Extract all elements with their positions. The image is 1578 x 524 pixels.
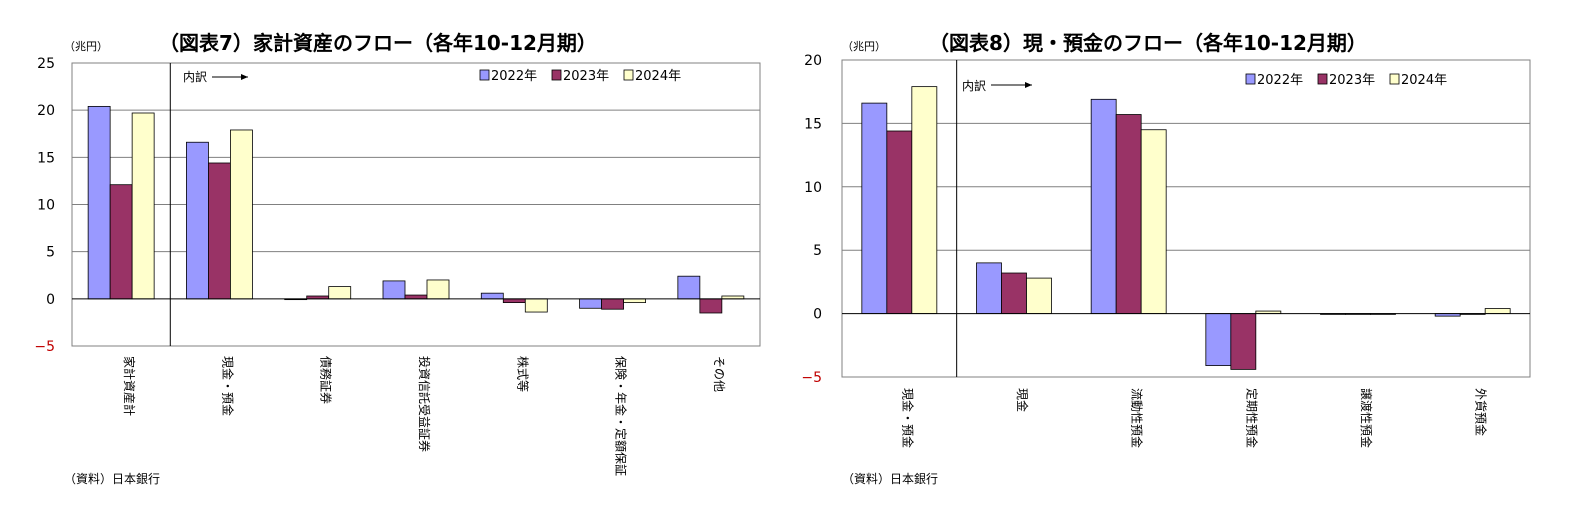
chart1-legend-swatch — [623, 69, 634, 81]
chart1-legend-label: 2023年 — [563, 69, 609, 84]
chart2-note-arrowhead — [1025, 82, 1032, 88]
chart1-bar-2022年 — [186, 141, 209, 300]
chart2-bar-2024年 — [1026, 277, 1052, 315]
chart1-bar-2024年 — [131, 112, 155, 300]
chart1-category-label: 債務証券 — [319, 356, 334, 404]
chart1-bar-2022年 — [677, 275, 701, 300]
chart2-category-label: 現金・預金 — [900, 388, 915, 448]
chart1-ytick-label: 5 — [46, 245, 55, 261]
chart1-ytick-label: 15 — [37, 150, 55, 166]
chart2-title: （図表8）現・預金のフロー（各年10-12月期） — [929, 31, 1367, 55]
chart2-category-label: 現金 — [1015, 388, 1030, 412]
chart1-plot-frame — [71, 62, 761, 347]
chart1-bar-2024年 — [623, 298, 646, 304]
chart2-category-label: 流動性預金 — [1130, 388, 1145, 448]
chart1-category-label: 投資信託受益証券 — [417, 356, 432, 452]
chart1-category-label: 保険・年金・定額保証 — [614, 356, 629, 476]
chart2-unit: （兆円） — [842, 40, 886, 53]
chart1-legend-label: 2024年 — [635, 69, 681, 84]
chart2-legend-label: 2023年 — [1329, 73, 1375, 88]
chart2-legend-swatch — [1317, 73, 1328, 85]
chart1-unit: （兆円） — [64, 40, 108, 53]
chart2-ytick-label: 15 — [804, 116, 822, 132]
chart2-breakdown-note: 内訳 — [962, 78, 986, 93]
chart2-bar-2023年 — [1001, 272, 1027, 314]
chart1-bar-2024年 — [328, 286, 352, 300]
chart2-legend-label: 2024年 — [1401, 73, 1447, 88]
chart1-bar-2023年 — [208, 162, 231, 300]
chart1-legend-swatch — [479, 69, 490, 81]
chart1-ytick-label: −5 — [34, 339, 55, 355]
chart2-legend-swatch — [1389, 73, 1400, 85]
chart1-bar-2023年 — [601, 298, 624, 310]
chart1-title: （図表7）家計資産のフロー（各年10-12月期） — [159, 31, 597, 55]
chart1-bar-2024年 — [230, 129, 253, 300]
chart2-ytick-label: 0 — [813, 307, 822, 323]
chart1-bar-2023年 — [699, 298, 723, 314]
chart1-category-label: その他 — [712, 356, 726, 392]
chart1-bar-2024年 — [524, 298, 548, 313]
chart1-note-arrowhead — [241, 74, 248, 80]
chart1-bar-2024年 — [426, 279, 450, 300]
chart1-bar-2022年 — [87, 105, 111, 300]
chart2-ytick-label: 20 — [804, 53, 822, 69]
chart1-category-label: 現金・預金 — [220, 356, 235, 416]
chart1-bar-2022年 — [579, 298, 602, 309]
chart1-ytick-label: 0 — [46, 292, 55, 308]
chart1-bar-2023年 — [502, 298, 526, 304]
chart1-category-label: 株式等 — [515, 356, 530, 392]
chart1-category-label: 家計資産計 — [122, 356, 137, 416]
chart2-legend-swatch — [1245, 73, 1256, 85]
chart2-bar-2023年 — [1115, 114, 1142, 315]
chart1-ytick-label: 25 — [37, 56, 55, 72]
chart2-bar-2024年 — [911, 86, 938, 314]
chart2-bar-2023年 — [1230, 313, 1257, 370]
chart2-bar-2024年 — [1484, 308, 1511, 315]
chart2-source: （資料）日本銀行 — [842, 472, 938, 486]
chart2-legend-label: 2022年 — [1257, 73, 1303, 88]
chart1-source: （資料）日本銀行 — [64, 472, 160, 486]
chart2-bar-2024年 — [1140, 129, 1167, 315]
chart1-breakdown-note: 内訳 — [183, 69, 207, 84]
chart2-ytick-label: −5 — [801, 370, 822, 386]
chart2-bar-2022年 — [861, 102, 888, 315]
chart2-plot-frame — [841, 59, 1531, 378]
chart2-category-label: 譲渡性預金 — [1359, 388, 1374, 448]
chart2-bar-2022年 — [1205, 313, 1232, 366]
chart1-bar-2023年 — [109, 184, 133, 300]
chart1-ytick-label: 20 — [37, 103, 55, 119]
chart2-ytick-label: 5 — [813, 243, 822, 259]
chart1-legend-swatch — [551, 69, 562, 81]
chart2-bar-2023年 — [886, 130, 913, 314]
chart2-category-label: 外貨預金 — [1474, 388, 1489, 436]
chart1-bar-2022年 — [382, 280, 406, 300]
chart2-bar-2022年 — [976, 262, 1002, 315]
chart2-ytick-label: 10 — [804, 180, 822, 196]
chart1-legend-label: 2022年 — [491, 69, 537, 84]
chart1-ytick-label: 10 — [37, 198, 55, 214]
chart2-category-label: 定期性預金 — [1244, 388, 1259, 448]
chart1-bar-2022年 — [480, 292, 504, 300]
chart2-bar-2022年 — [1090, 98, 1117, 315]
chart1-bar-2023年 — [404, 294, 428, 300]
